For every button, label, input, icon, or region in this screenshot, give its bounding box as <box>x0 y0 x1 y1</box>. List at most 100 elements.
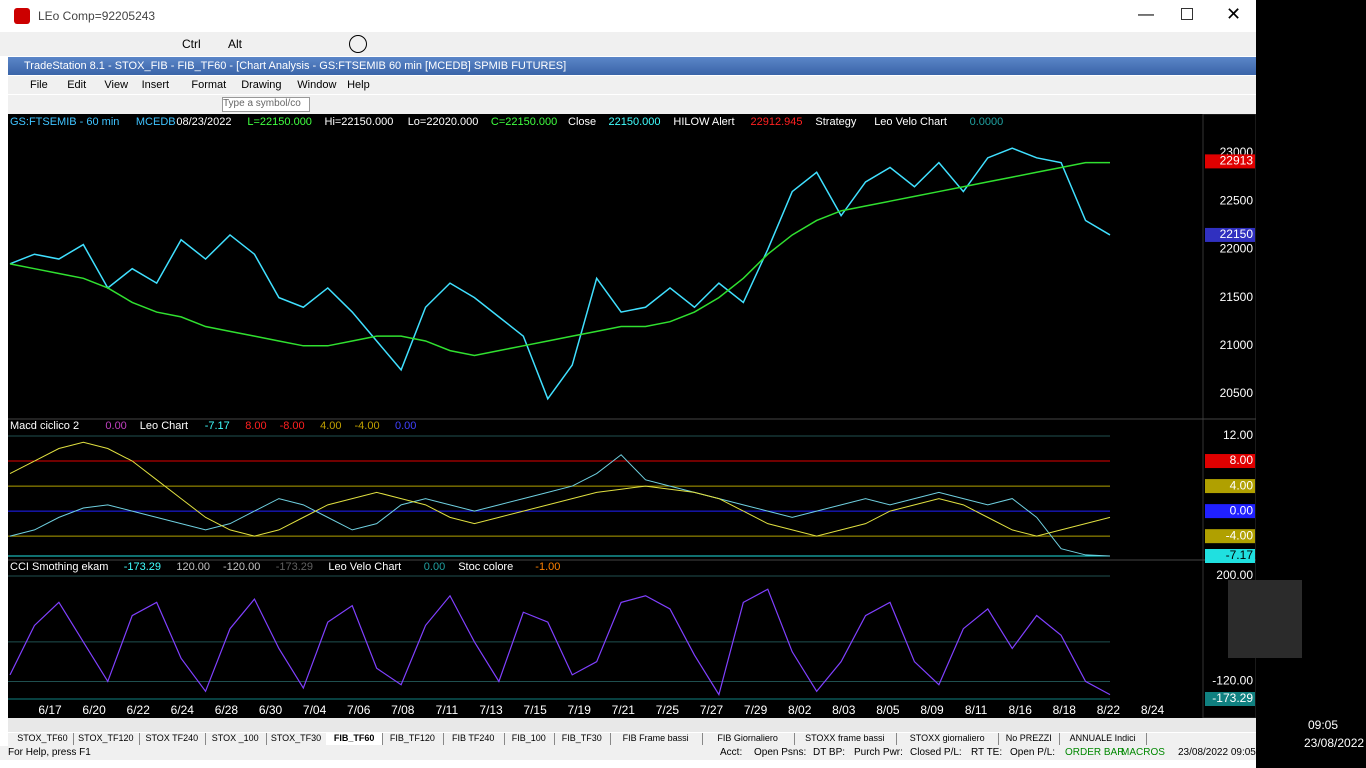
key-button[interactable]: Ctrl <box>182 37 201 51</box>
indicator-label: 8.00 <box>245 420 266 432</box>
order-bar[interactable]: ORDER BAR <box>1065 747 1125 758</box>
x-tick-label: 8/02 <box>788 703 812 717</box>
indicator-label: 4.00 <box>320 420 341 432</box>
indicator-label: Hi=22150.000 <box>325 116 394 128</box>
x-tick-label: 8/11 <box>965 703 988 717</box>
status-field: Open P/L: <box>1010 747 1056 758</box>
x-tick-label: 7/27 <box>700 703 724 717</box>
x-tick-label: 7/25 <box>656 703 680 717</box>
sheet-tab[interactable]: No PREZZI <box>998 733 1061 745</box>
x-tick-label: 8/18 <box>1053 703 1077 717</box>
axis-value-box <box>1205 387 1255 401</box>
indicator-label: 22150.000 <box>609 116 661 128</box>
x-tick-label: 6/22 <box>127 703 151 717</box>
status-field: DT BP: <box>813 747 846 758</box>
y-tick-label: 22000 <box>1220 242 1254 256</box>
indicator-label: 0.00 <box>424 561 445 573</box>
status-datetime: 23/08/2022 09:05 <box>1178 747 1256 758</box>
indicator-label: Close <box>568 116 596 128</box>
chart-bg <box>8 114 1256 718</box>
x-tick-label: 8/09 <box>920 703 944 717</box>
chart: GS:FTSEMIB - 60 min MCEDB 08/23/2022 L=2215… <box>8 114 1256 718</box>
clock-button[interactable] <box>349 35 367 53</box>
sheet-tab[interactable]: FIB TF240 <box>443 733 505 745</box>
x-tick-label: 7/11 <box>436 703 459 717</box>
y-tick-label: 8.00 <box>1230 453 1254 467</box>
title-bar: LEo Comp=92205243 — ✕ <box>0 0 1256 32</box>
series-line <box>9 161 1110 357</box>
status-field: Purch Pwr: <box>854 747 903 758</box>
status-field: Closed P/L: <box>910 747 962 758</box>
sheet-tab[interactable]: STOX_TF30 <box>266 733 328 745</box>
y-tick-label: 21500 <box>1220 290 1254 304</box>
window-title: LEo Comp=92205243 <box>38 9 156 23</box>
status-help: For Help, press F1 <box>8 747 91 758</box>
sheet-tab[interactable]: FIB_TF120 <box>382 733 444 745</box>
close[interactable]: ✕ <box>1226 4 1242 24</box>
sheet-tab[interactable]: STOX TF240 <box>139 733 206 745</box>
menu-item[interactable]: Format <box>191 79 227 91</box>
indicator-label: GS:FTSEMIB - 60 min <box>10 116 119 128</box>
menu-item[interactable]: File <box>30 79 48 91</box>
taskbar: 09:05 23/08/2022 <box>1228 0 1366 768</box>
sheet-tab[interactable]: FIB Frame bassi <box>610 733 703 745</box>
sheet-tab[interactable]: ANNUALE Indici <box>1059 733 1147 745</box>
sheet-tab[interactable]: FIB Giornaliero <box>702 733 795 745</box>
menu-item[interactable]: Drawing <box>241 79 282 91</box>
menu-item[interactable]: Help <box>347 79 370 91</box>
x-tick-label: 8/05 <box>876 703 900 717</box>
sheet-tab[interactable]: STOX_TF120 <box>73 733 140 745</box>
indicator-label: Lo=22020.000 <box>408 116 479 128</box>
minimize[interactable]: — <box>1138 6 1154 23</box>
sheet-tab[interactable]: FIB_100 <box>504 733 555 745</box>
status-field: Acct: <box>720 747 743 758</box>
sheet-tab[interactable]: STOX _100 <box>205 733 267 745</box>
x-tick-label: 6/28 <box>215 703 239 717</box>
key-button[interactable]: Alt <box>228 37 243 51</box>
y-tick-label: -173.29 <box>1212 691 1253 705</box>
axis-value-box <box>1205 529 1255 544</box>
indicator-label: 120.00 <box>176 561 210 573</box>
inner-title: TradeStation 8.1 - STOX_FIB - FIB_TF60 -… <box>24 60 567 72</box>
x-tick-label: 7/29 <box>744 703 768 717</box>
symbol-box[interactable]: Type a symbol/co <box>222 97 310 112</box>
x-tick-label: 7/08 <box>391 703 415 717</box>
sheet-tab[interactable]: STOXX frame bassi <box>794 733 897 745</box>
axis-value-box <box>1205 242 1255 257</box>
x-tick-label: 6/30 <box>259 703 283 717</box>
axis-value-box <box>1205 454 1255 469</box>
x-tick-label: 6/20 <box>82 703 106 717</box>
indicator-label: L=22150.000 <box>247 116 312 128</box>
indicator-label: 0.00 <box>395 420 416 432</box>
sheet-tab[interactable]: STOX_TF60 <box>12 733 74 745</box>
indicator-label: -7.17 <box>205 420 230 432</box>
indicator-label: -8.00 <box>280 420 305 432</box>
scrollbar[interactable] <box>8 718 1256 732</box>
sheet-tab[interactable]: FIB_TF30 <box>554 733 611 745</box>
x-tick-label: 8/24 <box>1141 703 1165 717</box>
series-line <box>9 147 1111 401</box>
x-tick-label: 8/16 <box>1009 703 1033 717</box>
menu-item[interactable]: Window <box>297 79 337 91</box>
indicator-label: 0.00 <box>105 420 126 432</box>
maximize[interactable] <box>1181 8 1193 20</box>
sheet-tab[interactable]: FIB_TF60 <box>326 733 383 745</box>
y-tick-label: 21000 <box>1220 338 1254 352</box>
menu-item[interactable]: View <box>104 79 129 91</box>
menu-item[interactable]: Insert <box>141 79 170 91</box>
indicator-label: CCI Smothing ekam <box>10 561 108 573</box>
clock-time: 09:05 <box>1308 718 1339 732</box>
axis-value-box <box>1205 290 1255 305</box>
axis-value-box <box>1205 194 1255 209</box>
indicator-label: Leo Velo Chart <box>874 116 947 128</box>
indicator-label: MCEDB <box>136 116 176 128</box>
app-icon <box>14 8 30 24</box>
status-bar: For Help, press F1 Acct: Open Psns: DT BP: P… <box>0 746 1256 760</box>
axis-value-box <box>1205 692 1255 706</box>
indicator-label: C=22150.000 <box>491 116 557 128</box>
status-field: RT TE: <box>971 747 1003 758</box>
menu-item[interactable]: Edit <box>67 79 87 91</box>
indicator-label: Leo Velo Chart <box>328 561 401 573</box>
sheet-tab[interactable]: STOXX giornaliero <box>896 733 1000 745</box>
macros[interactable]: MACROS <box>1121 747 1165 758</box>
